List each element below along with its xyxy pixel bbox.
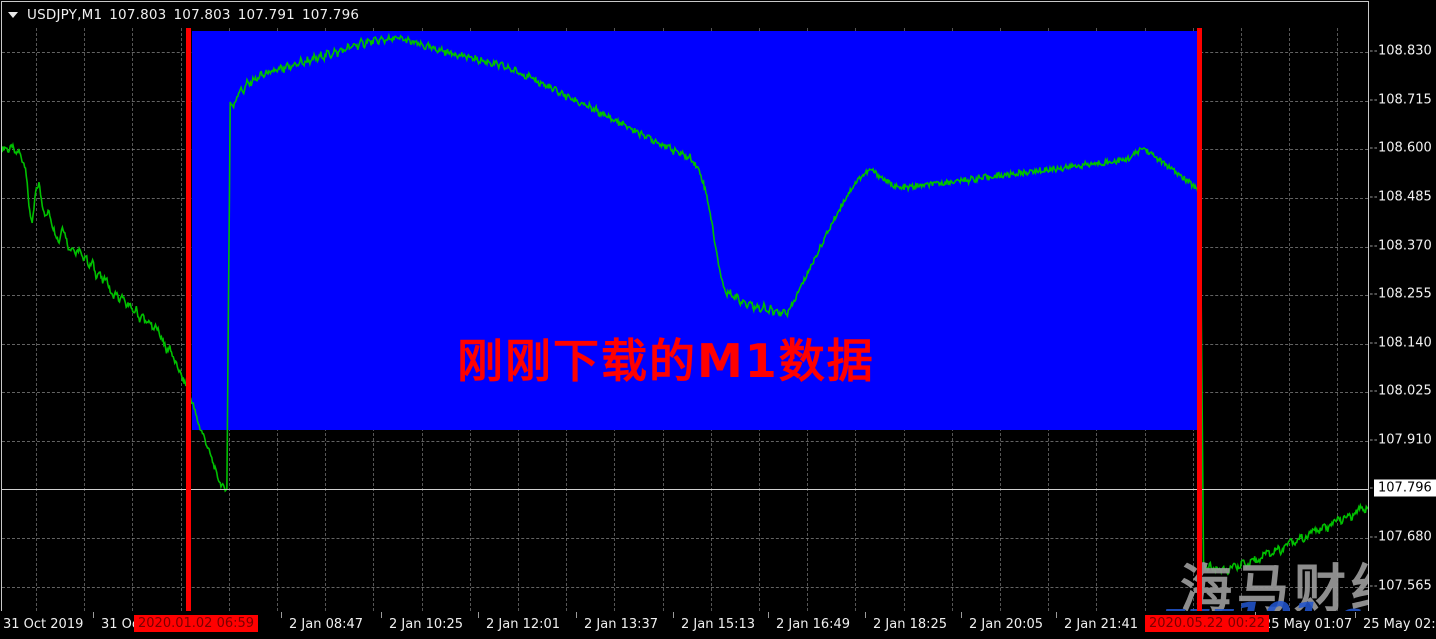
price-label: 108.485 <box>1378 189 1432 205</box>
price-tick <box>1370 536 1377 538</box>
time-label: 2 Jan 18:25 <box>873 617 948 632</box>
time-label: 2 Jan 21:41 <box>1064 617 1139 632</box>
quote-open: 107.803 <box>109 7 167 23</box>
time-scale[interactable]: 31 Oct 2019 31 Oct 2 Jan 08:47 2 Jan 10:25 2… <box>1 612 1436 639</box>
time-tick <box>1056 612 1057 618</box>
time-label: 31 Oct 2019 <box>3 617 84 632</box>
price-label: 108.025 <box>1378 383 1432 399</box>
time-label: 2 Jan 20:05 <box>969 617 1044 632</box>
gridline-horizontal <box>2 538 1368 540</box>
gridline-vertical <box>132 28 133 611</box>
price-line-path <box>2 32 1368 576</box>
annotation-text: 刚刚下载的M1数据 <box>457 333 875 388</box>
price-tick <box>1370 439 1377 441</box>
time-tick <box>93 612 94 618</box>
price-tick <box>1370 342 1377 344</box>
quote-close: 107.796 <box>301 7 360 23</box>
time-label: 25 May 01:07 <box>1263 617 1353 632</box>
price-tick <box>1370 196 1377 198</box>
time-tick <box>281 612 282 618</box>
time-tick <box>1355 612 1356 618</box>
time-tick <box>381 612 382 618</box>
quote-high: 107.803 <box>173 7 231 23</box>
price-label: 108.140 <box>1378 335 1432 351</box>
price-tick <box>1370 99 1377 101</box>
price-scale[interactable]: 108.830 108.715 108.600 108.485 108.370 108.2… <box>1370 1 1436 611</box>
price-label: 108.600 <box>1378 140 1432 156</box>
price-tick <box>1370 390 1377 392</box>
period-marker-left[interactable] <box>186 28 191 611</box>
marker-date-left: 2020.01.02 06:59 <box>134 615 259 632</box>
time-label: 2 Jan 16:49 <box>776 617 851 632</box>
time-label: 2 Jan 13:37 <box>584 617 659 632</box>
time-tick <box>961 612 962 618</box>
time-tick <box>673 612 674 618</box>
price-tick <box>1370 293 1377 295</box>
chevron-down-icon[interactable] <box>8 12 18 18</box>
time-tick <box>768 612 769 618</box>
current-price-label: 107.796 <box>1374 479 1436 497</box>
gridline-vertical <box>181 28 182 611</box>
price-tick <box>1370 147 1377 149</box>
price-tick <box>1370 585 1377 587</box>
price-tick <box>1370 487 1377 489</box>
gridline-vertical <box>84 28 85 611</box>
quote-low: 107.791 <box>237 7 295 23</box>
price-label: 107.680 <box>1378 529 1432 545</box>
time-label: 25 May 02:43 <box>1363 617 1436 632</box>
gridline-horizontal <box>2 440 1368 442</box>
chart-plot-area[interactable]: 刚刚下载的M1数据 海马财经 zzz101.com <box>2 28 1368 611</box>
current-price-line <box>2 489 1368 491</box>
gridline-vertical <box>1289 28 1290 611</box>
price-line-series <box>2 32 1368 576</box>
price-label: 108.830 <box>1378 43 1432 59</box>
price-label: 108.370 <box>1378 238 1432 254</box>
price-tick <box>1370 50 1377 52</box>
price-label: 107.565 <box>1378 578 1432 594</box>
time-label: 2 Jan 08:47 <box>289 617 364 632</box>
gridline-vertical <box>36 28 37 611</box>
gridline-vertical <box>1337 28 1338 611</box>
time-label: 31 Oct <box>101 617 145 632</box>
period-marker-right[interactable] <box>1197 28 1202 611</box>
url-watermark: zzz101.com <box>1162 595 1368 611</box>
time-label: 2 Jan 12:01 <box>486 617 561 632</box>
gridline-horizontal <box>2 586 1368 588</box>
price-label: 108.255 <box>1378 286 1432 302</box>
chart-frame: USDJPY,M1 107.803 107.803 107.791 107.79… <box>1 1 1369 611</box>
time-label: 2 Jan 10:25 <box>389 617 464 632</box>
time-label: 2 Jan 15:13 <box>681 617 756 632</box>
price-label: 108.715 <box>1378 92 1432 108</box>
symbol-header-bar: USDJPY,M1 107.803 107.803 107.791 107.79… <box>2 2 1368 28</box>
time-tick <box>865 612 866 618</box>
symbol-label: USDJPY,M1 <box>27 7 103 23</box>
brand-watermark: 海马财经 <box>1180 559 1368 611</box>
price-label: 107.910 <box>1378 432 1432 448</box>
gridline-vertical <box>1241 28 1242 611</box>
marker-date-right: 2020.05.22 00:22 <box>1145 615 1270 632</box>
price-tick <box>1370 245 1377 247</box>
time-tick <box>478 612 479 618</box>
time-tick <box>576 612 577 618</box>
selection-region <box>192 31 1199 431</box>
